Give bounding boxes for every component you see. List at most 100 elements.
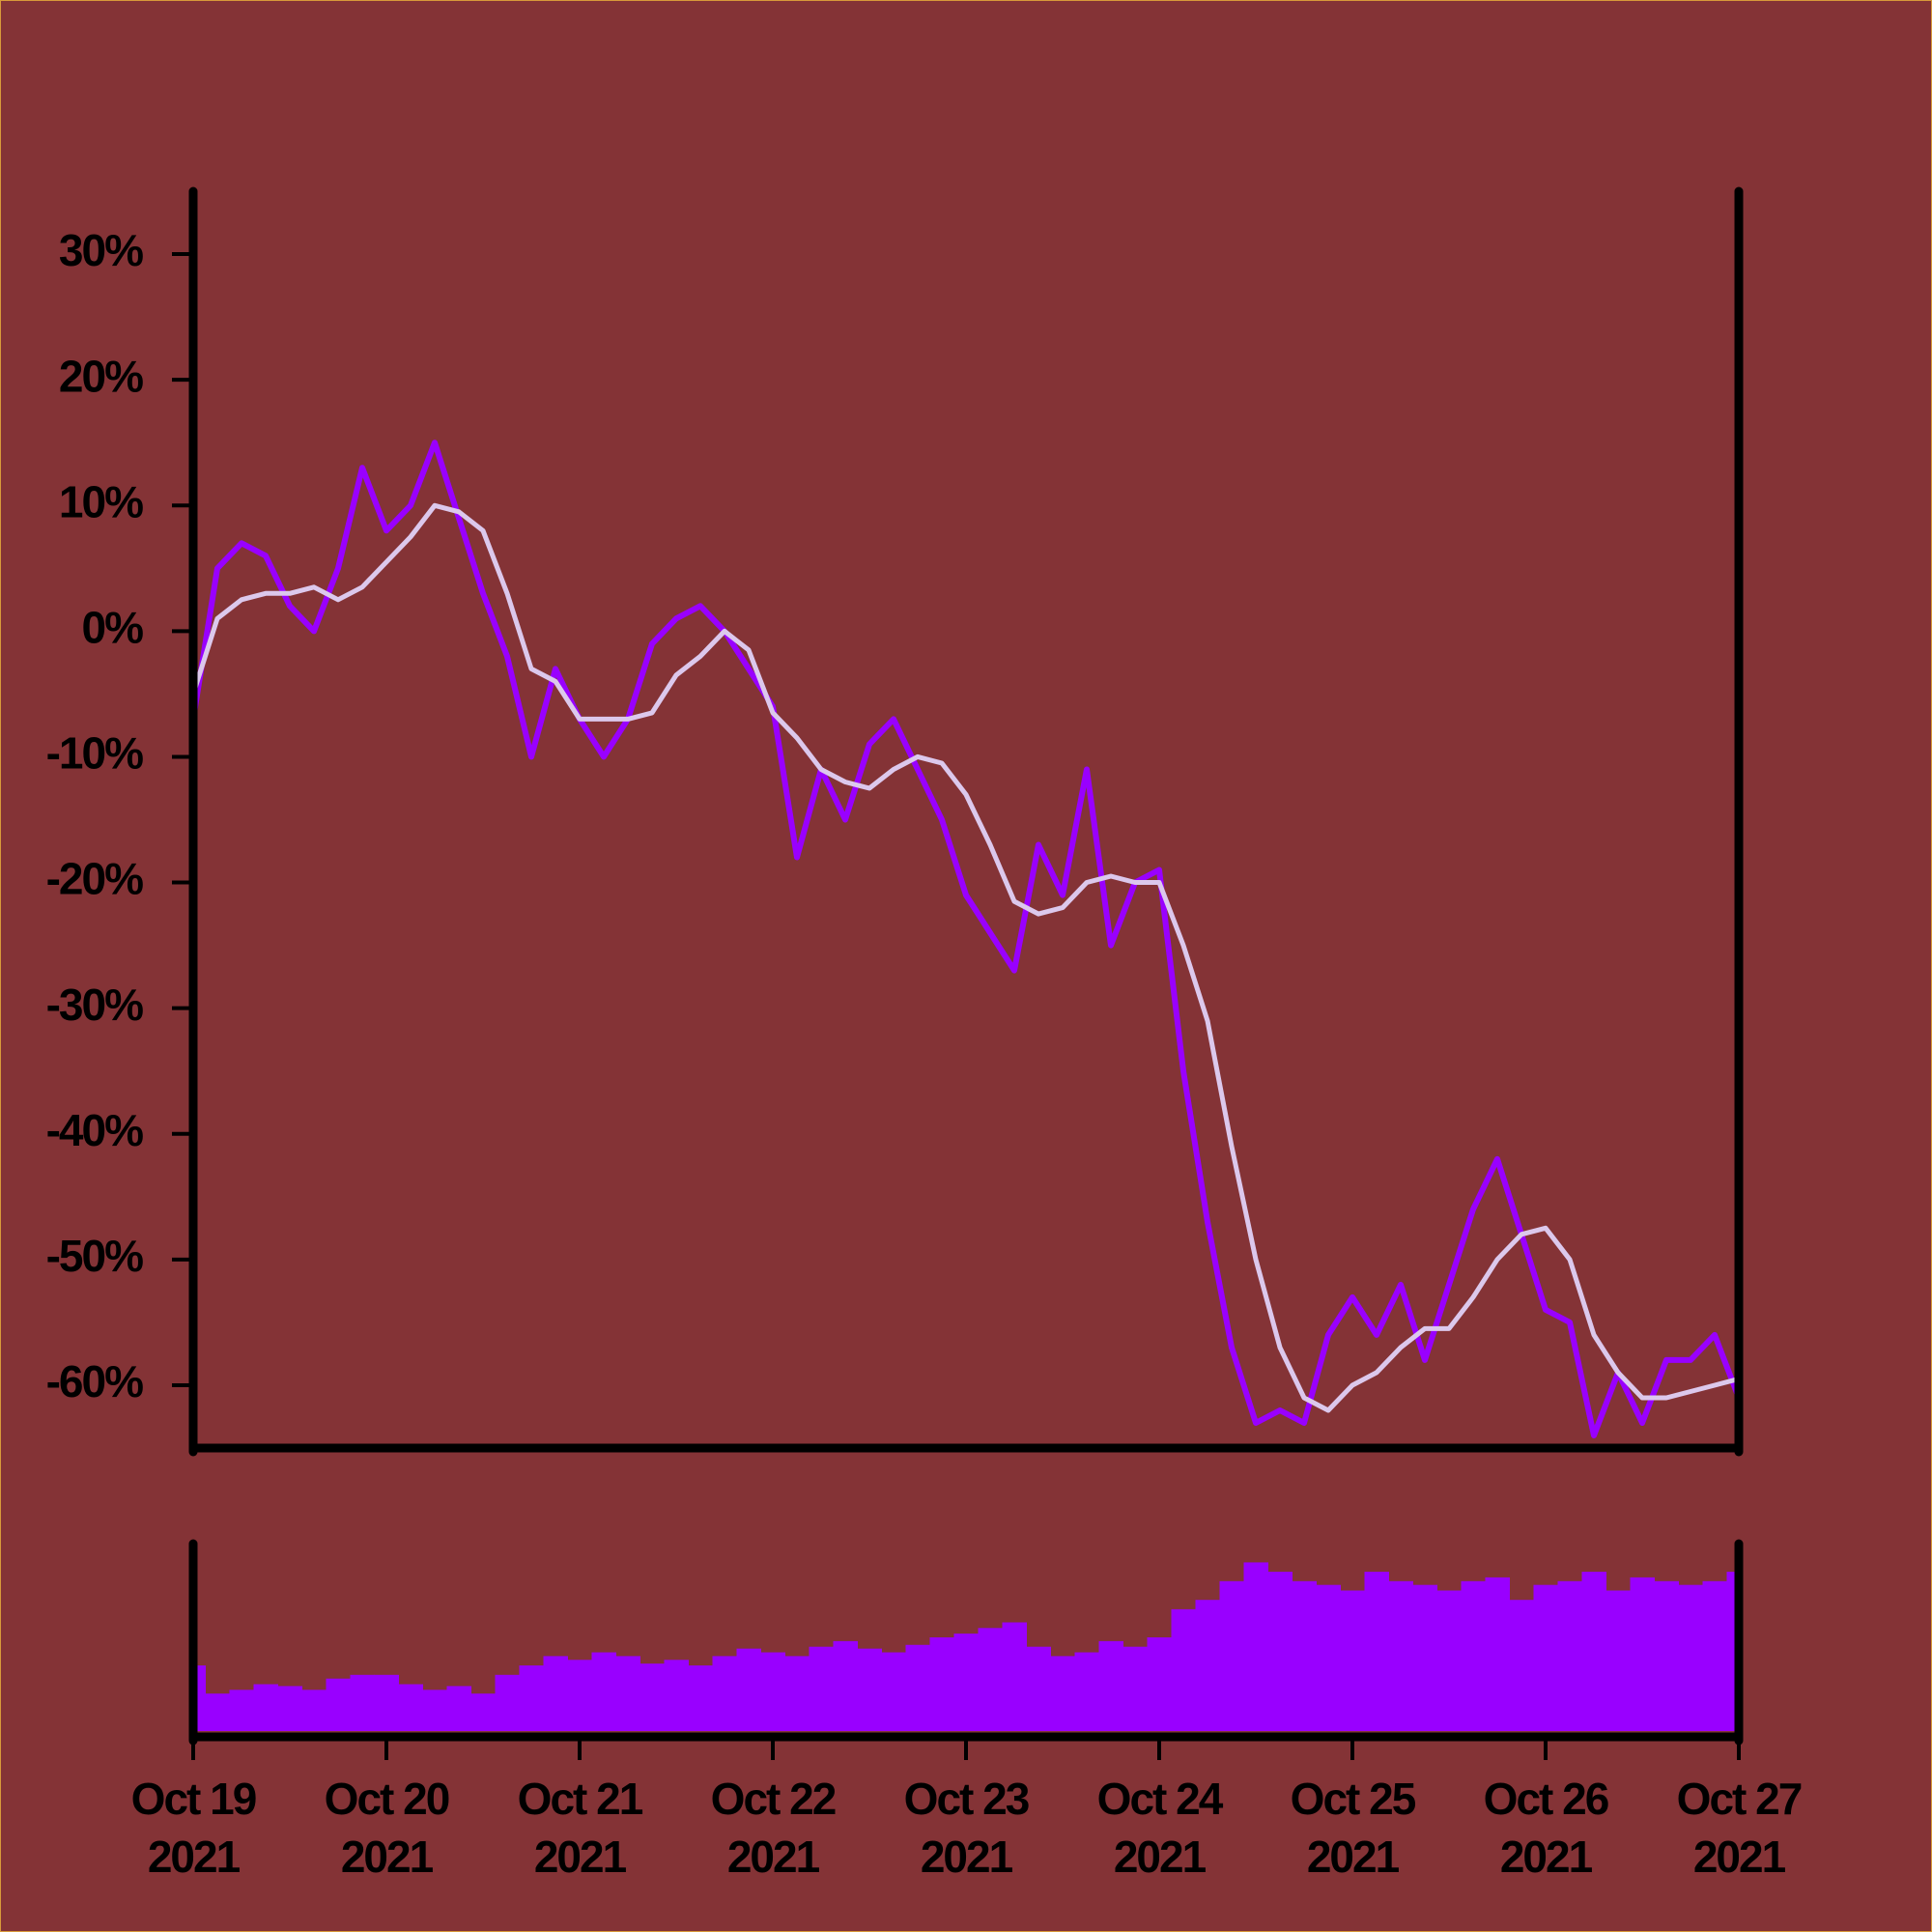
volume-bar	[1002, 1622, 1027, 1731]
volume-bar	[809, 1646, 834, 1731]
x-tick-label-line: 2021	[1307, 1832, 1400, 1882]
x-tick-label-line: Oct 22	[711, 1774, 836, 1824]
y-tick-label: -40%	[46, 1105, 143, 1155]
x-tick-label-line: Oct 23	[904, 1774, 1029, 1824]
x-tick-label: Oct 21 2021	[518, 1774, 643, 1882]
volume-bar	[1388, 1580, 1413, 1731]
volume-bar	[615, 1656, 640, 1731]
volume-bar	[857, 1648, 882, 1731]
series-line	[193, 502, 1739, 1413]
volume-bar	[1195, 1600, 1220, 1731]
volume-bar	[1026, 1646, 1051, 1731]
x-tick-label: Oct 20 2021	[325, 1774, 449, 1882]
volume-bar	[1267, 1572, 1293, 1731]
volume-bar	[1074, 1652, 1099, 1731]
volume-bar	[205, 1693, 230, 1731]
volume-bar	[495, 1674, 520, 1731]
volume-plot	[193, 1562, 1739, 1731]
volume-bar	[277, 1686, 302, 1731]
x-tick-label: Oct 19 2021	[131, 1774, 256, 1882]
volume-bar	[1630, 1577, 1655, 1731]
volume-bar	[326, 1678, 351, 1731]
y-tick-label: -50%	[46, 1231, 143, 1281]
volume-bar	[1533, 1584, 1558, 1731]
axes	[172, 186, 1744, 1760]
volume-bar	[1098, 1640, 1123, 1731]
volume-bar	[1364, 1572, 1389, 1731]
y-tick-label: -30%	[46, 980, 143, 1030]
volume-bar	[1147, 1637, 1172, 1731]
volume-bar	[736, 1648, 761, 1731]
y-tick-label: -10%	[46, 728, 143, 779]
x-tick-label-line: 2021	[921, 1832, 1013, 1882]
x-tick-label-line: Oct 21	[518, 1774, 643, 1824]
volume-bar	[374, 1674, 399, 1731]
volume-bar	[398, 1684, 423, 1731]
volume-bar	[881, 1652, 906, 1731]
x-tick-label-line: 2021	[1114, 1832, 1207, 1882]
volume-bar	[470, 1693, 496, 1731]
x-tick-label: Oct 26 2021	[1484, 1774, 1608, 1882]
x-tick-label-line: 2021	[534, 1832, 627, 1882]
volume-bar	[253, 1684, 278, 1731]
x-tick-label-line: Oct 25	[1291, 1774, 1416, 1824]
volume-bar	[1557, 1580, 1582, 1731]
volume-bar	[350, 1674, 375, 1731]
volume-bar	[712, 1656, 737, 1731]
volume-bar	[1050, 1656, 1075, 1731]
volume-bar	[301, 1690, 327, 1731]
y-tick-label: -60%	[46, 1356, 143, 1406]
x-tick-label-line: 2021	[727, 1832, 820, 1882]
x-tick-label-line: Oct 27	[1677, 1774, 1802, 1824]
series-line	[193, 440, 1739, 1438]
x-tick-label-line: Oct 20	[325, 1774, 449, 1824]
volume-bar	[978, 1628, 1003, 1731]
x-tick-label: Oct 24 2021	[1097, 1774, 1224, 1882]
volume-bar	[1122, 1646, 1148, 1731]
x-tick-label-line: 2021	[148, 1832, 241, 1882]
x-tick-label-line: 2021	[1693, 1832, 1786, 1882]
volume-bar	[664, 1660, 689, 1731]
volume-bar	[1219, 1580, 1244, 1731]
volume-bar	[446, 1686, 471, 1731]
x-tick-label: Oct 25 2021	[1291, 1774, 1416, 1882]
volume-bar	[591, 1652, 616, 1731]
x-tick-label-line: Oct 24	[1097, 1774, 1224, 1824]
volume-bar	[1412, 1584, 1437, 1731]
volume-bar	[567, 1660, 592, 1731]
volume-bar	[1316, 1584, 1341, 1731]
volume-bar	[639, 1663, 665, 1731]
x-tick-label-line: Oct 26	[1484, 1774, 1608, 1824]
volume-bar	[1678, 1584, 1703, 1731]
x-tick-label-line: 2021	[1500, 1832, 1593, 1882]
volume-bar	[1461, 1580, 1486, 1731]
y-tick-label: 20%	[59, 351, 143, 401]
y-tick-label: 10%	[59, 476, 143, 526]
x-tick-label-line: 2021	[341, 1832, 434, 1882]
volume-bar	[833, 1640, 858, 1731]
volume-bar	[422, 1690, 447, 1731]
volume-bar	[929, 1637, 954, 1731]
volume-bar	[1702, 1580, 1727, 1731]
volume-bar	[953, 1634, 979, 1731]
volume-bar	[1581, 1572, 1606, 1731]
y-tick-label: 30%	[59, 225, 143, 275]
volume-bar	[1509, 1600, 1534, 1731]
x-tick-label-line: Oct 19	[131, 1774, 256, 1824]
price-plot	[193, 440, 1739, 1438]
volume-bar	[229, 1690, 254, 1731]
volume-bar	[905, 1644, 930, 1731]
volume-bar	[519, 1665, 544, 1731]
volume-bar	[688, 1665, 713, 1731]
volume-bar	[1243, 1562, 1268, 1731]
x-tick-label: Oct 23 2021	[904, 1774, 1029, 1882]
volume-bar	[1292, 1580, 1317, 1731]
volume-bar	[1340, 1590, 1365, 1731]
x-tick-label: Oct 27 2021	[1677, 1774, 1802, 1882]
volume-bar	[1485, 1577, 1510, 1731]
y-tick-label: 0%	[82, 603, 144, 653]
volume-bar	[543, 1656, 568, 1731]
volume-bar	[760, 1652, 785, 1731]
x-tick-label: Oct 22 2021	[711, 1774, 836, 1882]
